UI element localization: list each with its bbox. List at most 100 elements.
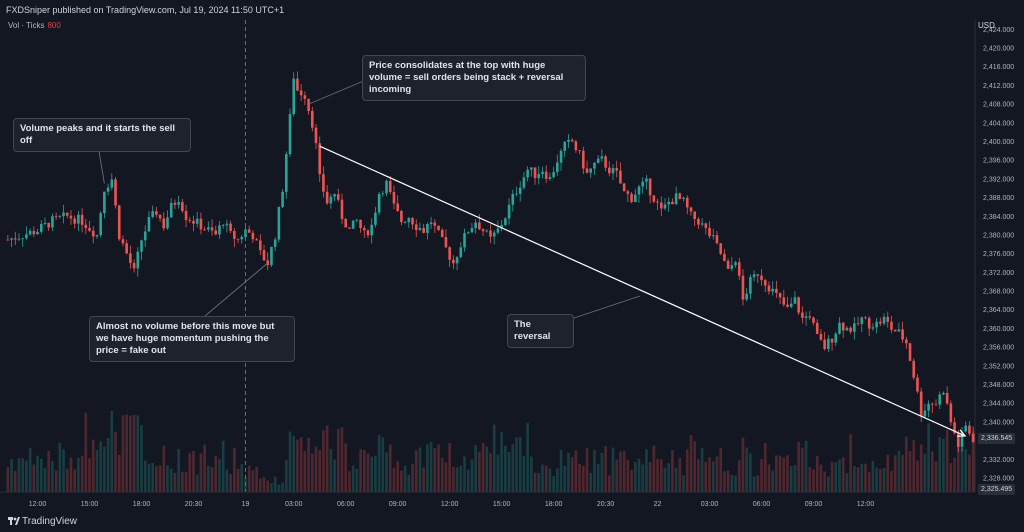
volume-bar (88, 458, 91, 492)
annotation-consolidation-text: Price consolidates at the top with huge … (369, 60, 564, 95)
volume-bar (117, 454, 121, 492)
candle-body (775, 288, 778, 293)
candle-body (711, 235, 715, 237)
candle-body (637, 186, 641, 195)
candle-body (964, 425, 968, 432)
candle-body (734, 262, 737, 266)
volume-bar (871, 460, 875, 492)
candle-body (934, 404, 938, 406)
candle-body (166, 217, 169, 229)
volume-bar (314, 446, 318, 492)
volume-bar (567, 452, 570, 492)
volume-bar (875, 467, 878, 492)
volume-bar (841, 457, 845, 492)
candle-body (585, 168, 589, 173)
candle-body (10, 238, 13, 240)
volume-bar (51, 460, 54, 492)
volume-bar (893, 455, 897, 492)
volume-bar (767, 464, 771, 492)
volume-bar (949, 463, 953, 492)
volume-bar (25, 460, 28, 492)
annotation-consolidation[interactable]: Price consolidates at the top with huge … (362, 55, 586, 101)
candle-body (648, 178, 652, 196)
candle-body (500, 224, 503, 229)
volume-bar (207, 465, 210, 492)
volume-bar (125, 414, 128, 492)
volume-bar (259, 478, 262, 492)
candle-body (225, 223, 229, 226)
volume-bar (756, 475, 760, 492)
candle-body (440, 230, 444, 238)
candle-body (533, 167, 537, 179)
volume-bar (559, 449, 563, 492)
y-tick-label: 2,380.000 (983, 232, 1014, 239)
candle-body (526, 169, 529, 178)
candle-body (25, 234, 28, 239)
candle-body (155, 211, 158, 215)
volume-bar (726, 470, 730, 492)
volume-bar (73, 469, 76, 492)
candle-body (147, 217, 151, 232)
annotation-fake-out[interactable]: Almost no volume before this move but we… (89, 316, 295, 362)
candle-body (39, 224, 43, 232)
volume-legend[interactable]: Vol · Ticks 800 (8, 21, 61, 30)
volume-bar (203, 444, 206, 492)
candle-body (377, 194, 381, 213)
candle-body (6, 239, 10, 241)
candle-body (362, 228, 366, 231)
candle-body (931, 403, 934, 405)
annotation-volume-peak[interactable]: Volume peaks and it starts the sell off (13, 118, 191, 152)
volume-bar (392, 467, 396, 492)
candle-body (17, 238, 21, 240)
volume-bar (36, 455, 39, 492)
volume-bar (344, 443, 348, 492)
candle-body (474, 222, 477, 228)
bottom-price-tag: 2,325.495 (978, 484, 1016, 496)
volume-bar (652, 445, 656, 492)
y-tick-label: 2,404.000 (983, 120, 1014, 127)
candle-body (51, 216, 54, 228)
price-axis-panel (975, 0, 1024, 513)
candle-body (262, 250, 266, 261)
candle-body (58, 216, 62, 217)
candle-body (396, 203, 399, 211)
volume-bar (270, 483, 273, 492)
volume-bar (834, 462, 838, 492)
candle-body (685, 197, 689, 208)
volume-bar (296, 439, 299, 492)
y-tick-label: 2,420.000 (983, 46, 1014, 53)
volume-bar (32, 464, 36, 492)
volume-bar (615, 459, 619, 492)
annotation-reversal[interactable]: The reversal (507, 314, 574, 348)
volume-bar (600, 452, 604, 492)
volume-bar (585, 448, 589, 492)
volume-bar (741, 437, 745, 492)
volume-bar (786, 455, 789, 492)
volume-bar (637, 458, 641, 492)
volume-bar (281, 482, 284, 492)
x-tick-label: 20:30 (185, 501, 203, 508)
volume-bar (845, 473, 849, 492)
volume-bar (47, 450, 50, 492)
tradingview-logo-icon[interactable] (8, 516, 20, 529)
candle-body (106, 187, 110, 192)
volume-bar (181, 471, 184, 492)
candle-body (392, 192, 396, 204)
volume-bar (21, 458, 25, 492)
candle-body (849, 327, 852, 332)
volume-bar (233, 447, 236, 492)
volume-bar (685, 449, 689, 492)
x-tick-label: 03:00 (701, 501, 719, 508)
candle-body (656, 201, 659, 203)
candle-body (667, 201, 671, 205)
volume-bar (827, 476, 830, 492)
volume-bar (864, 463, 867, 492)
candle-body (630, 193, 633, 202)
candle-body (645, 178, 648, 182)
volume-bar (964, 449, 968, 492)
candle-body (296, 78, 299, 91)
volume-bar (162, 445, 166, 492)
time-axis[interactable]: 12:00 15:00 18:00 20:30 19 03:00 06:00 09:00 12:… (0, 491, 1024, 513)
candle-body (429, 222, 433, 225)
candle-body (273, 239, 277, 247)
